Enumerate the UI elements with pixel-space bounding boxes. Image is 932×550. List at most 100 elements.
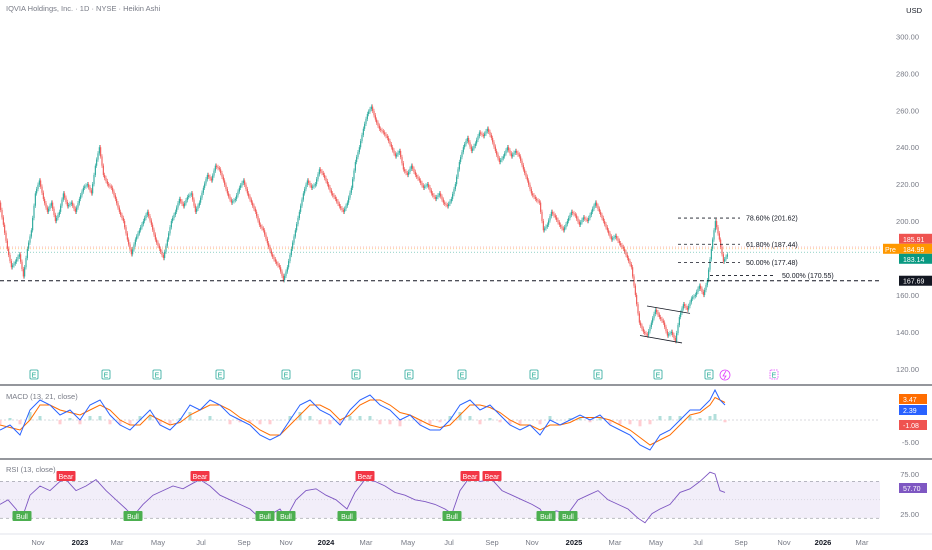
candle-body [373, 110, 375, 116]
candle-body [173, 214, 175, 218]
candle-body [330, 190, 332, 194]
candle-body [672, 331, 674, 335]
candle-body [480, 132, 482, 134]
candle-body [434, 197, 436, 199]
candle-body [462, 147, 464, 153]
future-earnings-marker-icon [769, 369, 779, 380]
candle-body [470, 146, 472, 151]
candle-body [670, 331, 672, 334]
macd-histogram-bar [138, 416, 142, 421]
macd-histogram-bar [168, 420, 172, 425]
candle-body [402, 163, 404, 170]
price-axis-tick: 280.00 [896, 69, 919, 78]
candle-body [445, 203, 447, 206]
candle-body [300, 205, 302, 212]
candle-body [676, 333, 678, 342]
candle-body [429, 187, 431, 191]
macd-histogram-bar [158, 420, 162, 425]
candle-body [248, 193, 250, 197]
candle-body [718, 233, 720, 240]
macd-histogram-bar [8, 418, 12, 421]
candle-body [666, 331, 668, 336]
macd-histogram-bar [108, 420, 112, 425]
candle-body [632, 267, 634, 277]
candle-body [164, 251, 166, 258]
time-axis-tick: Sep [237, 538, 250, 547]
candle-body [66, 202, 68, 207]
candle-body [357, 152, 359, 158]
candle-body [648, 331, 650, 336]
candle-body [410, 165, 412, 169]
candle-body [708, 269, 710, 281]
macd-histogram-bar [468, 416, 472, 421]
candle-body [476, 139, 478, 144]
earnings-marker-label: E [407, 373, 412, 380]
time-axis-tick: Nov [777, 538, 791, 547]
candle-body [409, 168, 411, 172]
macd-histogram-bar [288, 416, 292, 421]
candle-body [6, 240, 8, 249]
candle-body [150, 220, 152, 225]
macd-histogram-bar [38, 416, 42, 421]
candle-body [545, 226, 547, 229]
candle-body [678, 317, 680, 326]
candle-body [237, 191, 239, 196]
candle-body [13, 263, 15, 266]
candle-body [688, 306, 690, 310]
candle-body [38, 180, 40, 185]
candle-body [717, 227, 719, 234]
candle-body [428, 184, 430, 188]
candle-body [520, 156, 522, 161]
candle-body [92, 184, 94, 194]
candle-body [157, 242, 159, 246]
candle-body [654, 309, 656, 314]
candle-body [401, 157, 403, 164]
candle-body [466, 138, 468, 142]
candle-body [170, 221, 172, 228]
candle-body [524, 169, 526, 174]
candle-body [69, 203, 71, 206]
candle-body [184, 203, 186, 207]
candle-body [446, 205, 448, 207]
bull-signal-badge [123, 511, 143, 521]
candle-body [454, 184, 456, 190]
candle-body [704, 290, 706, 295]
earnings-marker-icon [101, 369, 111, 380]
earnings-marker-label: E [104, 373, 109, 380]
candle-body [674, 338, 676, 342]
candle-body [425, 185, 427, 187]
candle-body [226, 189, 228, 194]
candle-body [101, 156, 103, 166]
candle-body [337, 201, 339, 204]
candle-body [408, 171, 410, 175]
candle-body [496, 150, 498, 155]
candle-body [20, 254, 22, 262]
candle-body [88, 184, 90, 188]
candle-body [377, 122, 379, 126]
candle-body [577, 218, 579, 222]
candle-body [458, 162, 460, 170]
candle-body [582, 217, 584, 220]
macd-histogram-bar [428, 420, 432, 425]
candle-body [621, 245, 623, 247]
candle-body [680, 312, 682, 318]
earnings-marker-icon [281, 369, 291, 380]
candle-body [214, 165, 216, 171]
macd-histogram-bar [298, 412, 302, 421]
candle-body [200, 197, 202, 203]
bear-signal-label: Bear [485, 474, 500, 481]
candle-body [706, 280, 708, 286]
candle-body [488, 128, 490, 132]
candle-body [556, 217, 558, 220]
price-axis-tick: 240.00 [896, 143, 919, 152]
macd-histogram-bar [0, 420, 2, 425]
candle-body [484, 133, 486, 137]
candle-body [586, 219, 588, 222]
candle-body [329, 187, 331, 191]
candle-body [494, 146, 496, 151]
candle-body [358, 147, 360, 153]
candle-body [212, 175, 214, 181]
earnings-marker-label: E [656, 373, 661, 380]
rsi-axis-tick: 75.00 [900, 470, 919, 479]
